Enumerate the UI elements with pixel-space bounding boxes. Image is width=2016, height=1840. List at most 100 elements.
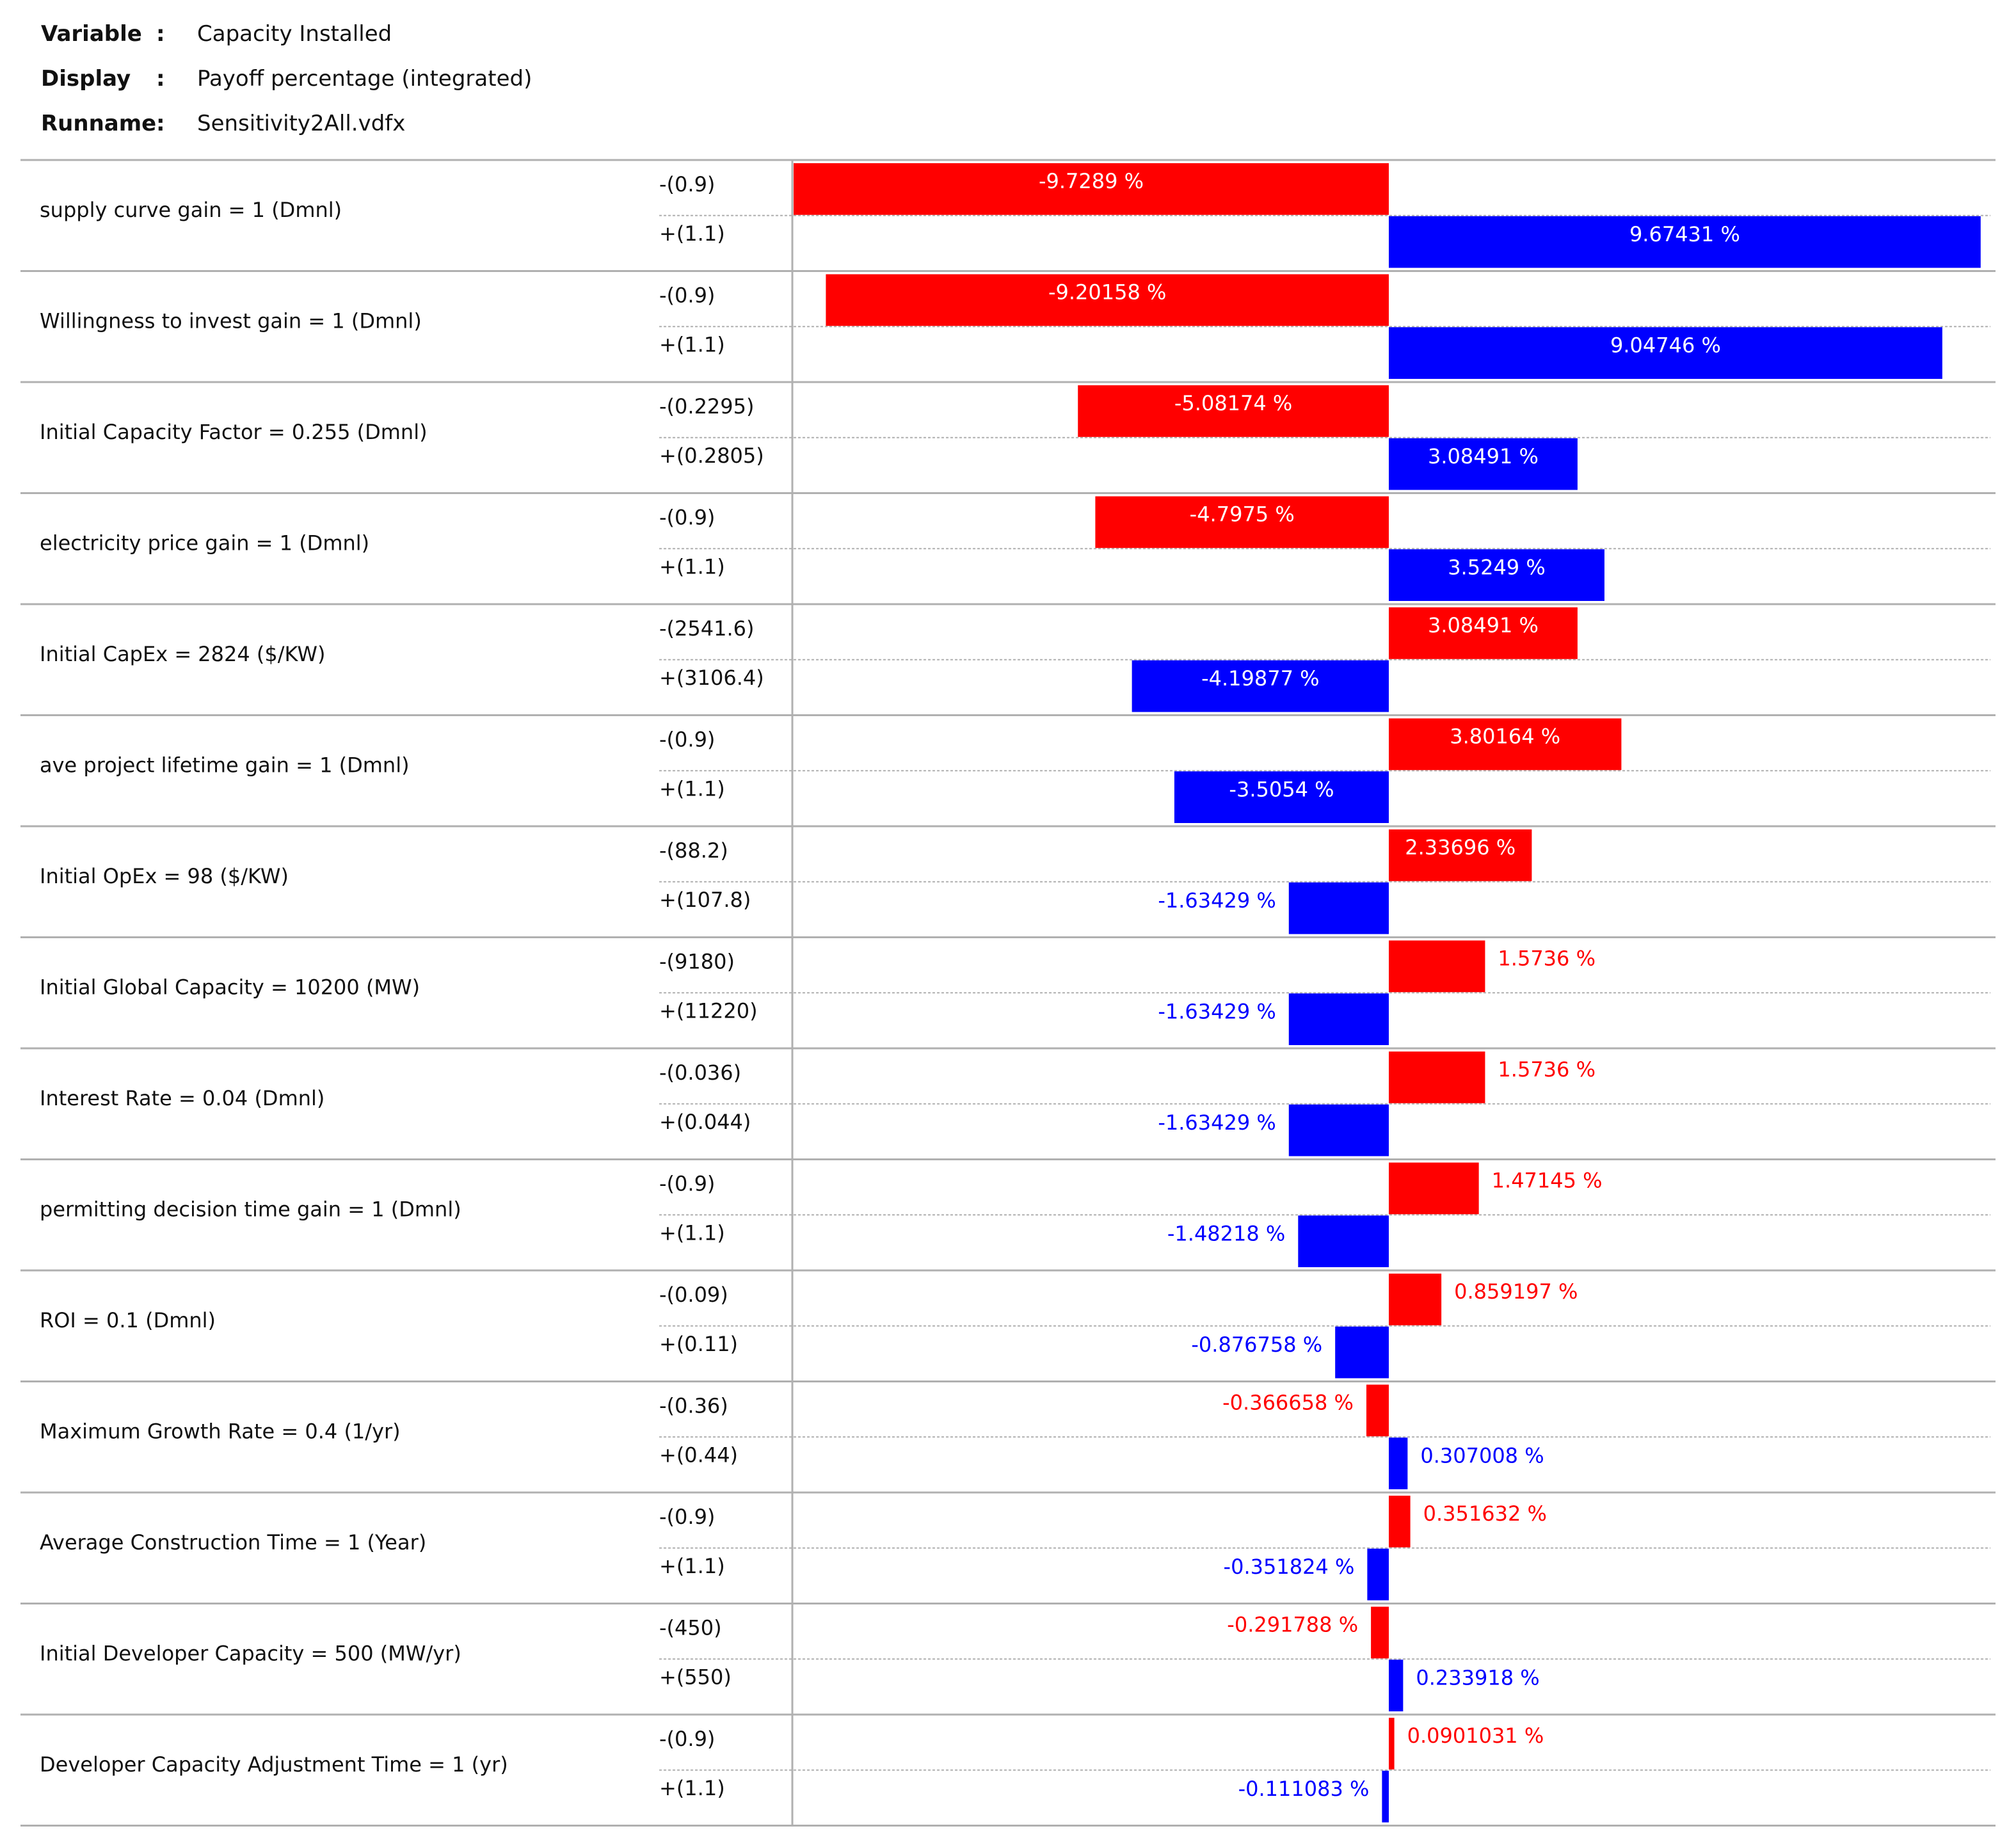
low-label: 3.08491 % [1428, 613, 1539, 637]
low-label: -5.08174 % [1174, 391, 1292, 415]
low-bar [1389, 1496, 1411, 1548]
parameter-label: Interest Rate = 0.04 (Dmnl) [40, 1086, 324, 1110]
high-input-value: +(3106.4) [659, 666, 764, 690]
low-bar [1389, 1162, 1479, 1215]
low-bar [1389, 940, 1485, 993]
high-label: -0.111083 % [1238, 1777, 1370, 1801]
parameter-label: Initial CapEx = 2824 ($/KW) [40, 642, 326, 666]
runname-row: Runname : Sensitivity2All.vdfx [41, 101, 532, 146]
parameter-label: Developer Capacity Adjustment Time = 1 (… [40, 1752, 508, 1777]
high-bar [1389, 327, 1942, 379]
parameter-label: electricity price gain = 1 (Dmnl) [40, 531, 369, 556]
low-label: 2.33696 % [1405, 835, 1516, 860]
high-bar [1288, 882, 1389, 934]
low-label: 0.0901031 % [1407, 1724, 1544, 1748]
high-bar [1132, 660, 1389, 712]
low-input-value: -(0.9) [659, 1727, 715, 1751]
low-label: 1.5736 % [1498, 1057, 1596, 1082]
high-label: 3.08491 % [1428, 444, 1539, 468]
low-bar [1095, 496, 1389, 548]
high-input-value: +(1.1) [659, 333, 725, 357]
low-bar [1078, 385, 1389, 437]
parameter-label: Willingness to invest gain = 1 (Dmnl) [40, 309, 422, 333]
parameter-label: Initial Developer Capacity = 500 (MW/yr) [40, 1642, 461, 1666]
high-label: 9.04746 % [1610, 333, 1721, 357]
low-bar [826, 274, 1389, 326]
high-bar [1389, 438, 1578, 490]
low-label: 1.47145 % [1492, 1169, 1603, 1193]
high-input-value: +(1.1) [659, 555, 725, 579]
parameter-label: Maximum Growth Rate = 0.4 (1/yr) [40, 1420, 401, 1444]
low-bar [1389, 1718, 1395, 1770]
low-input-value: -(88.2) [659, 838, 728, 863]
high-input-value: +(550) [659, 1665, 732, 1690]
low-label: 0.859197 % [1454, 1279, 1578, 1304]
low-label: 3.80164 % [1450, 724, 1560, 749]
display-value: Payoff percentage (integrated) [197, 66, 532, 92]
high-label: 0.233918 % [1416, 1665, 1539, 1690]
high-bar [1389, 549, 1604, 601]
high-input-value: +(1.1) [659, 1554, 725, 1578]
low-input-value: -(0.036) [659, 1060, 741, 1085]
parameter-label: Initial Capacity Factor = 0.255 (Dmnl) [40, 420, 428, 444]
low-label: -0.291788 % [1227, 1613, 1358, 1637]
parameter-label: Initial Global Capacity = 10200 (MW) [40, 975, 420, 1000]
parameter-label: permitting decision time gain = 1 (Dmnl) [40, 1197, 461, 1222]
low-input-value: -(0.09) [659, 1283, 728, 1307]
low-bar [1389, 1274, 1442, 1325]
high-input-value: +(0.11) [659, 1332, 738, 1356]
runname-separator: : [156, 111, 165, 136]
high-label: -4.19877 % [1201, 666, 1319, 691]
high-input-value: +(1.1) [659, 777, 725, 801]
high-bar [1174, 771, 1389, 823]
high-label: -1.63429 % [1158, 1110, 1276, 1135]
variable-row: Variable : Capacity Installed [41, 12, 532, 56]
low-label: 1.5736 % [1498, 947, 1596, 971]
high-input-value: +(0.044) [659, 1110, 751, 1134]
high-bar [1367, 1548, 1389, 1601]
low-bar [1371, 1606, 1389, 1659]
high-input-value: +(107.8) [659, 888, 751, 912]
parameter-label: ROI = 0.1 (Dmnl) [40, 1308, 216, 1332]
low-input-value: -(0.9) [659, 1172, 715, 1196]
high-bar [1298, 1215, 1389, 1267]
high-input-value: +(1.1) [659, 1776, 725, 1800]
high-bar [1288, 993, 1389, 1045]
low-bar [1389, 607, 1578, 659]
high-bar [1389, 216, 1981, 268]
runname-label: Runname [41, 111, 157, 136]
low-bar [1389, 1052, 1485, 1103]
parameter-label: Initial OpEx = 98 ($/KW) [40, 864, 289, 888]
low-input-value: -(9180) [659, 950, 735, 974]
display-separator: : [156, 66, 165, 92]
low-label: -0.366658 % [1222, 1391, 1354, 1415]
low-bar [1366, 1384, 1389, 1437]
high-input-value: +(0.2805) [659, 444, 764, 468]
variable-separator: : [156, 21, 165, 47]
high-label: -1.63429 % [1158, 999, 1276, 1023]
high-label: -0.351824 % [1224, 1555, 1355, 1579]
low-input-value: -(0.9) [659, 506, 715, 530]
low-input-value: -(0.9) [659, 728, 715, 752]
low-bar [794, 163, 1389, 215]
runname-value: Sensitivity2All.vdfx [197, 111, 406, 136]
display-label: Display [41, 66, 131, 92]
high-label: -1.48218 % [1167, 1221, 1285, 1245]
parameter-label: Average Construction Time = 1 (Year) [40, 1530, 426, 1555]
low-label: 0.351632 % [1423, 1501, 1547, 1526]
high-label: -0.876758 % [1191, 1332, 1322, 1357]
high-label: -3.5054 % [1229, 777, 1334, 801]
high-bar [1288, 1104, 1389, 1156]
high-label: -1.63429 % [1158, 888, 1276, 913]
low-label: -9.7289 % [1039, 169, 1144, 193]
variable-label: Variable [41, 21, 142, 47]
low-bar [1389, 718, 1622, 771]
high-label: 9.67431 % [1629, 222, 1740, 246]
low-input-value: -(450) [659, 1616, 722, 1640]
low-input-value: -(0.9) [659, 172, 715, 196]
high-bar [1389, 1437, 1408, 1489]
low-input-value: -(0.9) [659, 284, 715, 308]
variable-value: Capacity Installed [197, 21, 392, 47]
high-label: 0.307008 % [1420, 1443, 1544, 1468]
